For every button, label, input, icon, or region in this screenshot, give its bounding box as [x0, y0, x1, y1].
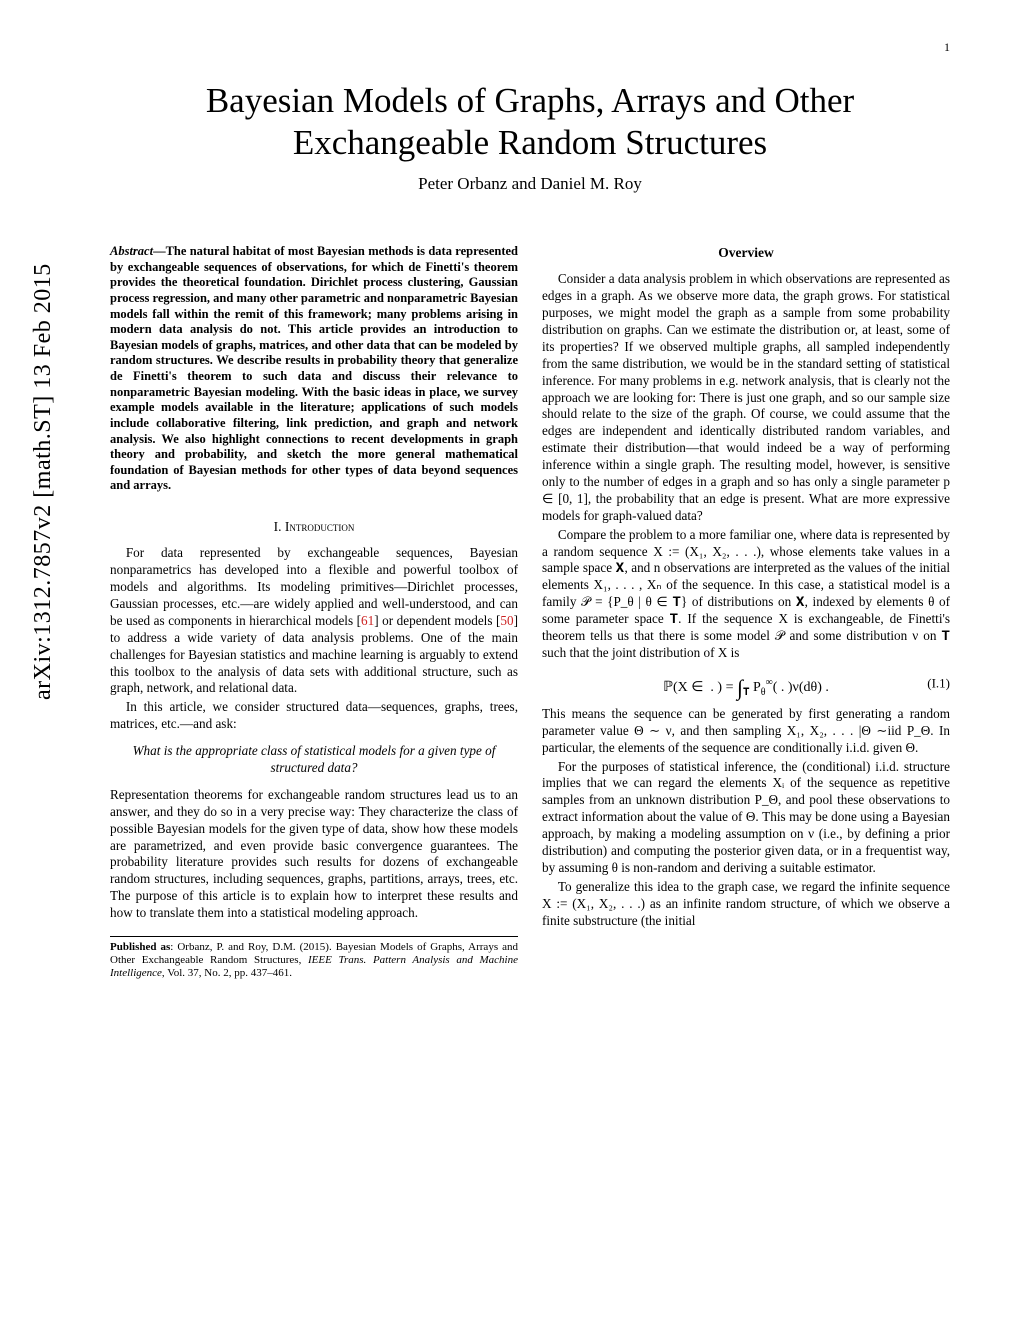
- overview-paragraph-2: Compare the problem to a more familiar o…: [542, 527, 950, 662]
- body-columns: Abstract—The natural habitat of most Bay…: [110, 244, 950, 981]
- intro-paragraph-1: For data represented by exchangeable seq…: [110, 545, 518, 697]
- intro-paragraph-3: Representation theorems for exchangeable…: [110, 787, 518, 922]
- title-line-1: Bayesian Models of Graphs, Arrays and Ot…: [206, 81, 854, 120]
- page: 1 arXiv:1312.7857v2 [math.ST] 13 Feb 201…: [0, 0, 1020, 1320]
- section-1-heading: I. Introduction: [110, 518, 518, 535]
- section-1-number: I.: [274, 519, 282, 534]
- section-1-title: Introduction: [282, 519, 355, 534]
- equation-I1-tag: (I.1): [927, 676, 950, 693]
- page-number: 1: [944, 40, 950, 55]
- citation-50: 50: [500, 613, 513, 628]
- intro-p1-b: ] or dependent models [: [374, 613, 500, 628]
- overview-paragraph-3: This means the sequence can be generated…: [542, 706, 950, 757]
- abstract-body: —The natural habitat of most Bayesian me…: [110, 244, 518, 492]
- paper-title: Bayesian Models of Graphs, Arrays and Ot…: [110, 80, 950, 164]
- abstract-lead: Abstract: [110, 244, 153, 258]
- published-tail: , Vol. 37, No. 2, pp. 437–461.: [162, 967, 292, 979]
- authors: Peter Orbanz and Daniel M. Roy: [110, 174, 950, 194]
- title-line-2: Exchangeable Random Structures: [293, 123, 767, 162]
- research-question: What is the appropriate class of statist…: [130, 743, 498, 777]
- overview-paragraph-5: To generalize this idea to the graph cas…: [542, 879, 950, 930]
- citation-61: 61: [361, 613, 374, 628]
- overview-paragraph-4: For the purposes of statistical inferenc…: [542, 759, 950, 877]
- equation-I1-body: ℙ(X ∈ . ) = ∫𝐓 Pθ∞( . )ν(dθ) .: [663, 680, 829, 695]
- overview-paragraph-1: Consider a data analysis problem in whic…: [542, 271, 950, 524]
- overview-heading: Overview: [542, 244, 950, 261]
- arxiv-stamp: arXiv:1312.7857v2 [math.ST] 13 Feb 2015: [30, 263, 57, 700]
- published-lead: Published as: [110, 941, 170, 953]
- intro-paragraph-2: In this article, we consider structured …: [110, 699, 518, 733]
- equation-I1: ℙ(X ∈ . ) = ∫𝐓 Pθ∞( . )ν(dθ) . (I.1): [542, 670, 950, 698]
- publication-footnote: Published as: Orbanz, P. and Roy, D.M. (…: [110, 936, 518, 981]
- abstract: Abstract—The natural habitat of most Bay…: [110, 244, 518, 494]
